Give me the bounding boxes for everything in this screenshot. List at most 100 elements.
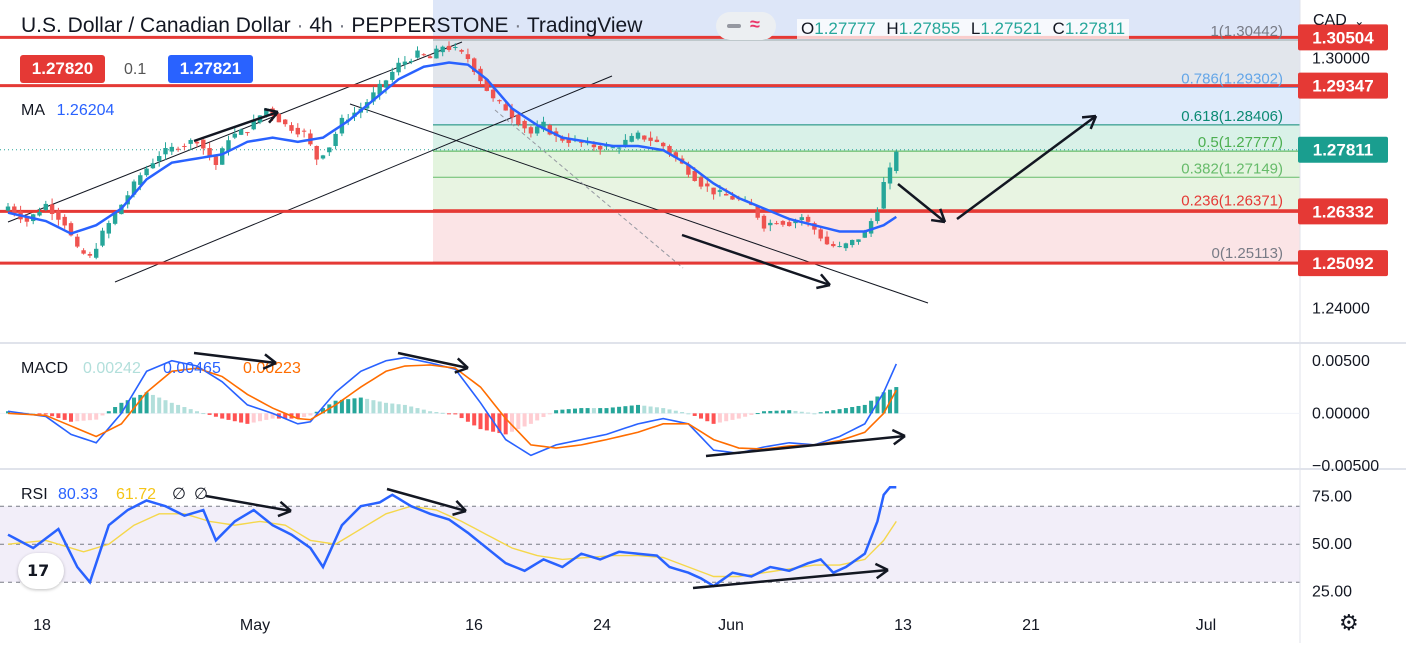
rsi-legend-item: ∅ — [194, 486, 208, 503]
platform-label: TradingView — [526, 14, 643, 37]
candle-body — [49, 204, 55, 214]
macd-histogram-bar — [384, 402, 388, 414]
annotation-arrow — [386, 487, 467, 513]
macd-histogram-bar — [37, 413, 42, 415]
candle-body — [106, 223, 111, 234]
market-status-toggle[interactable]: ≈ — [716, 12, 776, 40]
symbol-name: U.S. Dollar / Canadian Dollar — [21, 14, 291, 37]
macd-histogram-bar — [736, 413, 741, 419]
trend-line — [349, 103, 929, 304]
last-price-badge: 1.27811 — [1313, 141, 1374, 160]
spread-value: 0.1 — [124, 61, 147, 78]
macd-histogram-bar — [302, 413, 307, 418]
title-sep-1: · — [296, 14, 304, 37]
macd-histogram-bar — [245, 413, 250, 424]
macd-legend-item: MACD — [21, 360, 68, 377]
candle-body — [717, 190, 723, 192]
macd-histogram-bar — [163, 400, 168, 414]
fib-label: 0.618(1.28406) — [1181, 108, 1283, 125]
fib-label: 0.236(1.26371) — [1181, 193, 1283, 210]
candle-body — [654, 139, 660, 142]
last-price-badge-bg — [1298, 136, 1388, 163]
candle-body — [805, 216, 811, 222]
close-value: 1.27811 — [1064, 19, 1126, 38]
macd-histogram-bar — [573, 408, 577, 414]
macd-legend-item: 0.00223 — [243, 360, 301, 377]
annotation-arrowhead — [455, 499, 467, 512]
macd-histogram-bar — [150, 394, 155, 414]
candle-body — [793, 220, 798, 224]
candle-body — [503, 104, 508, 111]
candle-body — [415, 50, 420, 58]
candle-body — [94, 248, 99, 258]
x-axis-tick-label: 21 — [1022, 617, 1040, 634]
candle-body — [377, 83, 382, 95]
candle-body — [427, 56, 433, 59]
macd-histogram-bar — [566, 409, 571, 414]
macd-histogram-bar — [806, 412, 811, 414]
candle-body — [787, 222, 792, 227]
macd-histogram-bar — [667, 409, 672, 414]
macd-histogram-bar — [774, 410, 779, 414]
macd-histogram-bar — [591, 408, 596, 414]
buy-button[interactable]: 1.27821 — [168, 55, 253, 83]
macd-histogram-bar — [661, 408, 666, 414]
settings-gear-icon[interactable]: ⚙ — [1339, 610, 1359, 635]
currency-selector[interactable]: CAD ⌄ — [1313, 12, 1364, 30]
macd-histogram-bar — [604, 408, 609, 414]
candle-body — [81, 250, 86, 254]
level-price-badge-bg — [1298, 198, 1388, 225]
candle-body — [516, 114, 521, 125]
macd-histogram-bar — [409, 406, 414, 414]
macd-histogram-bar — [195, 411, 199, 414]
interval-label[interactable]: 4h — [309, 14, 333, 37]
macd-histogram-bar — [144, 392, 149, 414]
macd-histogram-bar — [365, 398, 370, 414]
candle-body — [566, 139, 571, 143]
symbol-title[interactable]: U.S. Dollar / Canadian Dollar · 4h · PEP… — [21, 14, 642, 38]
macd-histogram-bar — [201, 413, 206, 415]
macd-histogram-bar — [339, 399, 344, 414]
candle-body — [371, 92, 376, 102]
level-price-badge: 1.30504 — [1312, 28, 1374, 47]
ma-legend[interactable]: MA 1.26204 — [21, 102, 114, 120]
macd-histogram-bar — [220, 413, 225, 419]
fib-label: 0.382(1.27149) — [1181, 160, 1283, 177]
candle-body — [87, 253, 93, 256]
macd-histogram-bar — [755, 413, 760, 415]
candle-body — [289, 125, 294, 131]
macd-histogram-bar — [132, 397, 136, 414]
macd-histogram-bar — [434, 412, 439, 414]
macd-histogram-bar — [295, 413, 300, 419]
macd-histogram-bar — [138, 394, 143, 414]
macd-histogram-bar — [459, 413, 464, 419]
candle-body — [131, 181, 137, 195]
candle-body — [768, 222, 773, 226]
candle-body — [169, 146, 174, 152]
annotation-arrow — [205, 494, 292, 513]
ma-value: 1.26204 — [56, 102, 115, 119]
macd-histogram-bar — [270, 413, 275, 419]
annotation-arrowhead — [893, 434, 906, 446]
candle-body — [459, 50, 464, 52]
high-label: H — [886, 19, 899, 38]
candle-body — [314, 145, 319, 160]
candle-body — [270, 108, 275, 117]
tradingview-logo[interactable]: 𝟭𝟳 — [18, 553, 64, 589]
candle-body — [396, 62, 401, 73]
x-axis-tick-label: 16 — [465, 617, 483, 634]
sell-button[interactable]: 1.27820 — [20, 55, 105, 83]
candle-body — [528, 127, 534, 134]
candle-body — [157, 156, 162, 162]
candle-body — [875, 212, 880, 222]
fib-label: 1(1.30442) — [1210, 23, 1283, 40]
candle-body — [692, 171, 697, 181]
annotation-arrowhead — [930, 218, 946, 224]
candle-body — [862, 231, 867, 238]
macd-histogram-bar — [875, 396, 880, 414]
rsi-axis-tick-label: 50.00 — [1312, 536, 1352, 553]
macd-histogram-bar — [113, 407, 118, 414]
macd-histogram-bar — [453, 413, 458, 415]
